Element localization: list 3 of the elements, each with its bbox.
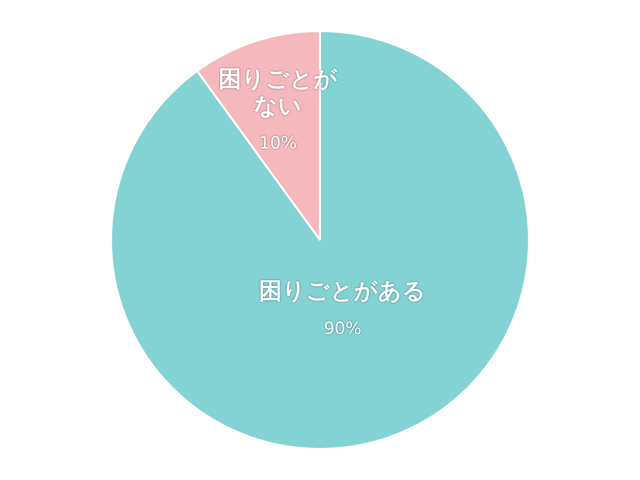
data-label: 10%	[259, 134, 297, 154]
slice-label: 困りごとがある	[259, 278, 426, 305]
data-label: 90%	[324, 318, 362, 339]
